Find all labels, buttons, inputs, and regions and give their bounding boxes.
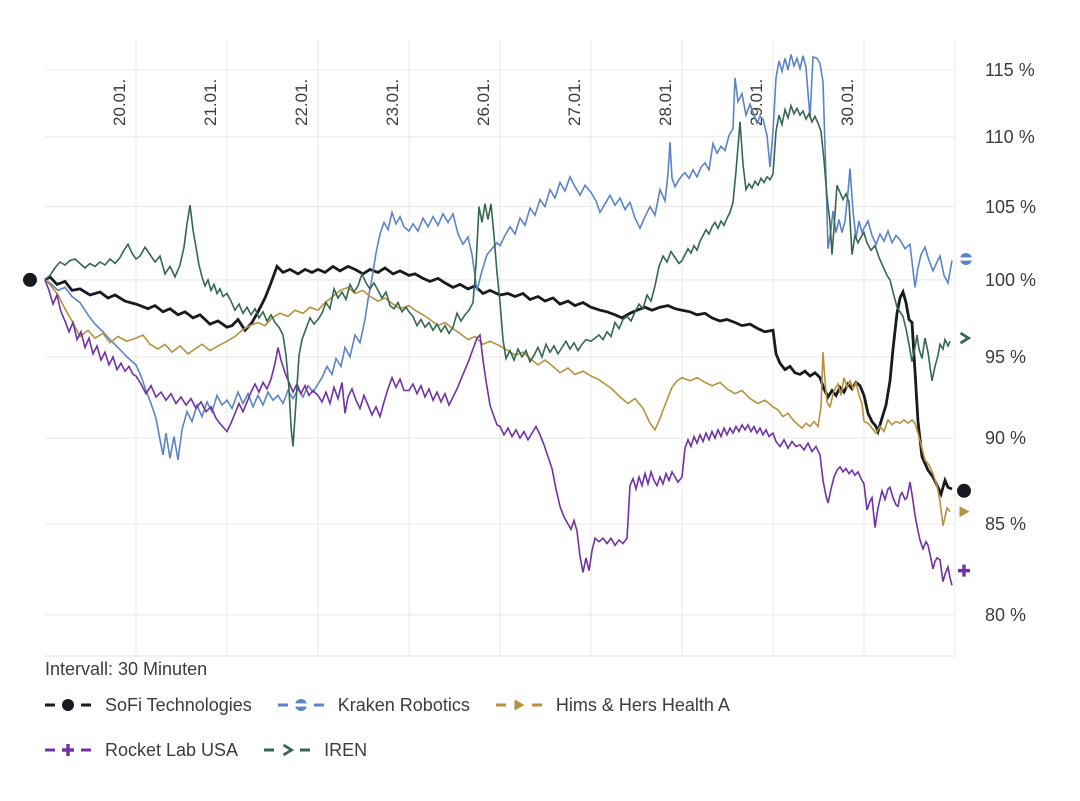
legend-row-1: SoFi Technologies Kraken Robotics Hims & H… bbox=[45, 693, 756, 717]
legend-label: Kraken Robotics bbox=[337, 695, 470, 715]
y-axis-label: 90 % bbox=[985, 428, 1027, 448]
circle-marker-icon bbox=[23, 272, 37, 287]
series-line-sofi bbox=[44, 263, 953, 499]
series-line-hims bbox=[44, 279, 951, 526]
chevron-right-marker-icon bbox=[959, 331, 972, 345]
y-axis-label: 115 % bbox=[985, 60, 1035, 80]
triangle-right-marker-icon bbox=[514, 699, 525, 711]
legend-swatch-iren bbox=[264, 743, 311, 757]
legend-label: IREN bbox=[324, 740, 368, 760]
legend-item-hims[interactable]: Hims & Hers Health A bbox=[495, 693, 730, 717]
y-axis-label: 100 % bbox=[985, 270, 1037, 290]
legend-swatch-hims bbox=[495, 699, 542, 711]
legend-label: Hims & Hers Health A bbox=[555, 695, 730, 715]
legend-item-rocket[interactable]: Rocket Lab USA bbox=[45, 738, 238, 762]
y-axis-label: 80 % bbox=[985, 605, 1027, 625]
y-axis-label: 95 % bbox=[985, 347, 1027, 367]
triangle-right-marker-icon bbox=[959, 506, 970, 518]
interval-label: Intervall: 30 Minuten bbox=[45, 659, 208, 679]
legend-item-kraken[interactable]: Kraken Robotics bbox=[277, 693, 470, 717]
legend-swatch-kraken bbox=[277, 699, 324, 711]
legend-swatch-sofi bbox=[45, 699, 91, 711]
plus-marker-icon bbox=[958, 564, 970, 577]
circle-marker-icon bbox=[62, 699, 74, 711]
chart-legend: Intervall: 30 Minuten SoFi Technologies K… bbox=[45, 657, 756, 762]
y-axis-label: 105 % bbox=[985, 197, 1037, 217]
series-line-kraken bbox=[44, 54, 953, 461]
y-axis-label: 85 % bbox=[985, 514, 1027, 534]
series-line-rocket bbox=[44, 279, 953, 586]
plus-marker-icon bbox=[62, 744, 74, 756]
legend-label: SoFi Technologies bbox=[105, 695, 252, 715]
y-axis-label: 110 % bbox=[985, 127, 1035, 147]
legend-item-sofi[interactable]: SoFi Technologies bbox=[45, 693, 252, 717]
legend-item-iren[interactable]: IREN bbox=[264, 738, 367, 762]
split-circle-marker-icon bbox=[293, 699, 308, 711]
legend-label: Rocket Lab USA bbox=[105, 740, 239, 760]
split-circle-marker-icon bbox=[958, 253, 974, 266]
legend-swatch-rocket bbox=[45, 744, 91, 756]
chevron-right-marker-icon bbox=[282, 743, 295, 757]
series-line-iren bbox=[44, 103, 951, 447]
legend-row-2: Rocket Lab USA IREN bbox=[45, 738, 756, 762]
circle-marker-icon bbox=[957, 483, 971, 498]
